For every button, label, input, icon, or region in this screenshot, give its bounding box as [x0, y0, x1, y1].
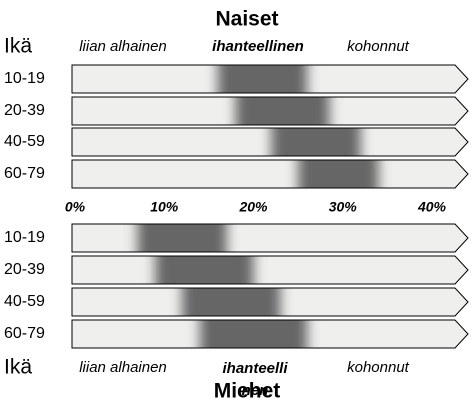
- category-label: 60-79: [4, 325, 45, 342]
- category-label: 20-39: [4, 261, 45, 278]
- zone-label: liian alhainen: [79, 359, 167, 376]
- ideal-range: [271, 128, 361, 156]
- y-axis-label: Ikä: [4, 356, 32, 379]
- range-group: [235, 97, 330, 125]
- bar-outline: [71, 255, 469, 285]
- zone-label: liian alhainen: [79, 38, 167, 55]
- zone-label-text: ihanteellinen: [222, 360, 288, 398]
- range-group: [137, 224, 227, 252]
- bar-track: [72, 128, 468, 156]
- category-label: 20-39: [4, 102, 45, 119]
- category-label: 40-59: [4, 133, 45, 150]
- ideal-range: [217, 65, 308, 93]
- panel-title: Naiset: [215, 8, 278, 31]
- ideal-range: [155, 256, 254, 284]
- x-tick-label: 10%: [150, 199, 179, 215]
- bar-track: [72, 160, 468, 188]
- range-group: [271, 128, 361, 156]
- panel-title: Miehet: [214, 380, 281, 400]
- ideal-range: [182, 288, 281, 316]
- bar-outline: [71, 319, 469, 349]
- bar-track: [72, 256, 468, 284]
- ideal-range: [298, 160, 379, 188]
- category-label: 10-19: [4, 229, 45, 246]
- bar-outline: [71, 64, 469, 94]
- bar-outline: [71, 127, 469, 157]
- category-label: 60-79: [4, 165, 45, 182]
- ideal-range: [235, 97, 330, 125]
- bar-outline: [71, 159, 469, 189]
- bar-track: [72, 224, 468, 252]
- x-tick-label: 20%: [238, 199, 268, 215]
- range-group: [298, 160, 379, 188]
- bar-outline: [71, 223, 469, 253]
- zone-label: kohonnut: [347, 38, 410, 55]
- ideal-range: [199, 320, 308, 348]
- range-group: [182, 288, 281, 316]
- bar-outline: [71, 287, 469, 317]
- range-group: [217, 65, 308, 93]
- category-label: 10-19: [4, 70, 45, 87]
- zone-label: kohonnut: [347, 359, 410, 376]
- range-group: [155, 256, 254, 284]
- y-axis-label: Ikä: [4, 35, 32, 58]
- bar-outline: [71, 96, 469, 126]
- zone-label: ihanteellinen: [222, 360, 288, 398]
- x-tick-label: 30%: [329, 199, 358, 215]
- zone-label: ihanteellinen: [212, 38, 304, 55]
- range-group: [199, 320, 308, 348]
- x-tick-label: 40%: [417, 199, 447, 215]
- ideal-range: [137, 224, 227, 252]
- x-tick-label: 0%: [65, 199, 86, 215]
- category-label: 40-59: [4, 293, 45, 310]
